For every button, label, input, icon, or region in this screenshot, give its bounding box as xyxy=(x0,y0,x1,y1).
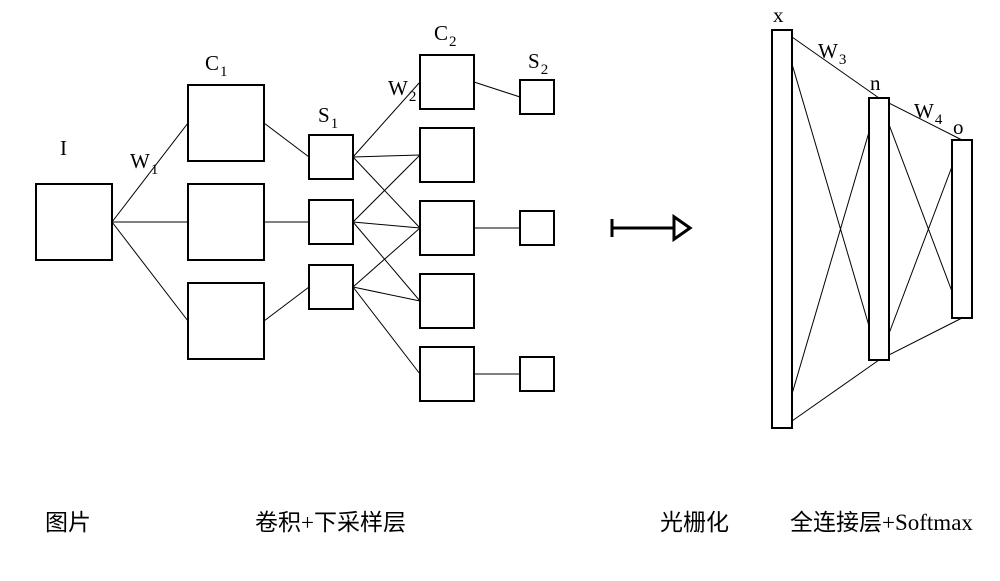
label-w2: W2 xyxy=(388,76,416,105)
node-c2_5 xyxy=(420,347,474,401)
edge xyxy=(474,82,520,97)
label-o: o xyxy=(953,115,964,139)
node-X xyxy=(772,30,792,428)
fc-edge xyxy=(879,140,962,360)
edge xyxy=(353,228,420,287)
label-w4: W4 xyxy=(914,99,943,128)
node-c1_1 xyxy=(188,85,264,161)
caption-right: 全连接层+Softmax xyxy=(790,510,973,535)
edge xyxy=(264,123,309,157)
fc-edge xyxy=(782,98,879,428)
label-w1: W1 xyxy=(130,149,158,178)
node-s2_1 xyxy=(520,80,554,114)
caption-raster: 光栅化 xyxy=(660,510,729,535)
edge xyxy=(264,287,309,321)
fc-edge xyxy=(879,98,962,318)
edge xyxy=(353,222,420,228)
edge xyxy=(353,157,420,228)
fc-edge xyxy=(782,360,879,428)
node-N xyxy=(869,98,889,360)
rasterize-arrow-head xyxy=(674,217,690,239)
nodes-layer xyxy=(36,30,972,428)
edge xyxy=(112,222,188,321)
node-c2_1 xyxy=(420,55,474,109)
edge xyxy=(353,155,420,222)
fc-edge xyxy=(879,318,962,360)
cnn-architecture-diagram: I W1 C1 S1 W2 C2 S2 x W3 n W4 o 图片 卷积+下采样层 光栅化 全连接层+So… xyxy=(0,0,1000,581)
node-I xyxy=(36,184,112,260)
fc-edge xyxy=(782,30,879,360)
label-c2: C2 xyxy=(434,21,457,50)
node-c2_4 xyxy=(420,274,474,328)
node-c1_3 xyxy=(188,283,264,359)
label-c1: C1 xyxy=(205,51,228,80)
node-c2_3 xyxy=(420,201,474,255)
caption-mid: 卷积+下采样层 xyxy=(255,510,406,535)
node-c2_2 xyxy=(420,128,474,182)
node-s2_5 xyxy=(520,357,554,391)
caption-left: 图片 xyxy=(45,510,91,535)
node-s1_2 xyxy=(309,200,353,244)
node-s2_3 xyxy=(520,211,554,245)
label-w3: W3 xyxy=(818,39,846,68)
edge xyxy=(353,287,420,374)
label-input: I xyxy=(60,136,67,160)
node-c1_2 xyxy=(188,184,264,260)
captions-layer: 图片 卷积+下采样层 光栅化 全连接层+Softmax xyxy=(45,510,973,535)
arrow-layer xyxy=(612,217,690,239)
node-s1_1 xyxy=(309,135,353,179)
edge xyxy=(353,155,420,157)
label-s2: S2 xyxy=(528,49,548,78)
label-n: n xyxy=(870,71,881,95)
label-s1: S1 xyxy=(318,103,338,132)
node-s1_3 xyxy=(309,265,353,309)
node-O xyxy=(952,140,972,318)
label-x: x xyxy=(773,3,784,27)
